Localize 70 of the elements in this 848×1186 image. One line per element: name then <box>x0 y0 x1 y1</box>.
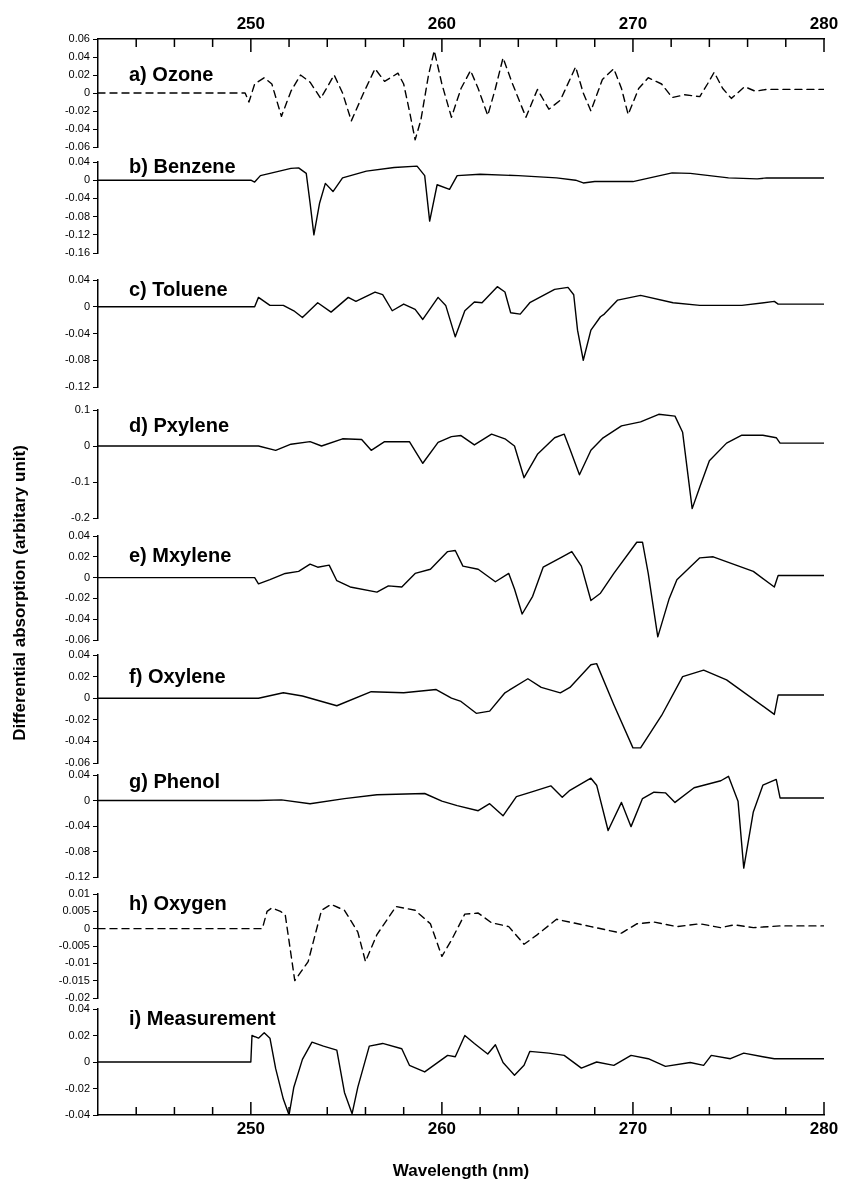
x2-tick-label: 270 <box>618 14 648 34</box>
y-tick-label: -0.005 <box>58 939 90 952</box>
y-tick-label: -0.015 <box>58 973 90 986</box>
y-tick-label: 0 <box>83 299 90 312</box>
y-tick-label: -0.04 <box>64 734 90 747</box>
y-tick-label: 0.04 <box>68 155 90 168</box>
y-tick-label: 0.005 <box>62 904 90 917</box>
y-tick-label: 0.02 <box>68 549 90 562</box>
y-tick-label: -0.08 <box>64 209 90 222</box>
y-tick-label: 0.02 <box>68 669 90 682</box>
y-tick-label: -0.04 <box>64 819 90 832</box>
text: a) Ozone <box>129 62 214 85</box>
y-tick-label: -0.1 <box>71 475 90 488</box>
y-tick-label: -0.12 <box>64 227 90 240</box>
x2-tick-label: 260 <box>427 14 457 34</box>
y-tick-label: 0.04 <box>68 50 90 63</box>
x2-tick-label: 280 <box>809 14 839 34</box>
y-tick-label: -0.04 <box>64 326 90 339</box>
y-tick-label: -0.04 <box>64 1108 90 1121</box>
y-tick-label: 0.04 <box>68 529 90 542</box>
y-tick-label: -0.2 <box>71 511 90 524</box>
y-tick-label: -0.02 <box>64 104 90 117</box>
chart-title: i) Measurement <box>129 1006 277 1029</box>
x-tick-label: 260 <box>427 1118 457 1138</box>
y-tick-label: -0.02 <box>64 712 90 725</box>
y-tick-label: -0.06 <box>64 140 90 153</box>
y-tick-label: -0.02 <box>64 591 90 604</box>
y-tick-label: -0.02 <box>64 991 90 1004</box>
y-tick-label: -0.08 <box>64 844 90 857</box>
y-tick-label: 0 <box>83 173 90 186</box>
y-tick-label: -0.01 <box>64 956 90 969</box>
chart-title: h) Oxygen <box>129 891 227 914</box>
x2-tick-label: 250 <box>236 14 266 34</box>
y-tick-label: 0 <box>83 439 90 452</box>
y-tick-label: -0.02 <box>64 1081 90 1094</box>
x-tick-label: 270 <box>618 1118 648 1138</box>
y-tick-label: 0.04 <box>68 1002 90 1015</box>
y-tick-label: 0 <box>83 921 90 934</box>
y-tick-label: -0.12 <box>64 870 90 883</box>
chart-title: e) Mxylene <box>129 543 232 566</box>
y-tick-label: 0.02 <box>68 68 90 81</box>
chart-title: g) Phenol <box>129 769 221 792</box>
y-tick-label: 0 <box>83 1055 90 1068</box>
x-tick-label: 280 <box>809 1118 839 1138</box>
chart-title: b) Benzene <box>129 154 236 177</box>
y-tick-label: -0.06 <box>64 633 90 646</box>
y-tick-label: 0.04 <box>68 648 90 661</box>
y-tick-label: 0.06 <box>68 32 90 45</box>
y-tick-label: 0.1 <box>74 403 90 416</box>
y-tick-label: -0.06 <box>64 756 90 769</box>
x-axis-title: Wavelength (nm) <box>392 1161 530 1181</box>
y-tick-label: 0.04 <box>68 273 90 286</box>
y-tick-label: 0 <box>83 691 90 704</box>
y-tick-label: -0.08 <box>64 353 90 366</box>
y-tick-label: -0.16 <box>64 246 90 259</box>
y-tick-label: 0.02 <box>68 1028 90 1041</box>
y-tick-label: -0.04 <box>64 122 90 135</box>
y-tick-label: 0 <box>83 793 90 806</box>
text: f) Oxylene <box>129 664 226 687</box>
y-tick-label: 0.04 <box>68 768 90 781</box>
y-tick-label: -0.12 <box>64 380 90 393</box>
chart-title: d) Pxylene <box>129 413 230 436</box>
chart-title: c) Toluene <box>129 277 228 300</box>
y-tick-label: -0.04 <box>64 612 90 625</box>
y-axis-title: Differential absorption (arbitary unit) <box>10 445 30 741</box>
y-tick-label: 0 <box>83 86 90 99</box>
x-tick-label: 250 <box>236 1118 266 1138</box>
y-tick-label: 0 <box>83 570 90 583</box>
y-tick-label: 0.01 <box>68 887 90 900</box>
y-tick-label: -0.04 <box>64 191 90 204</box>
